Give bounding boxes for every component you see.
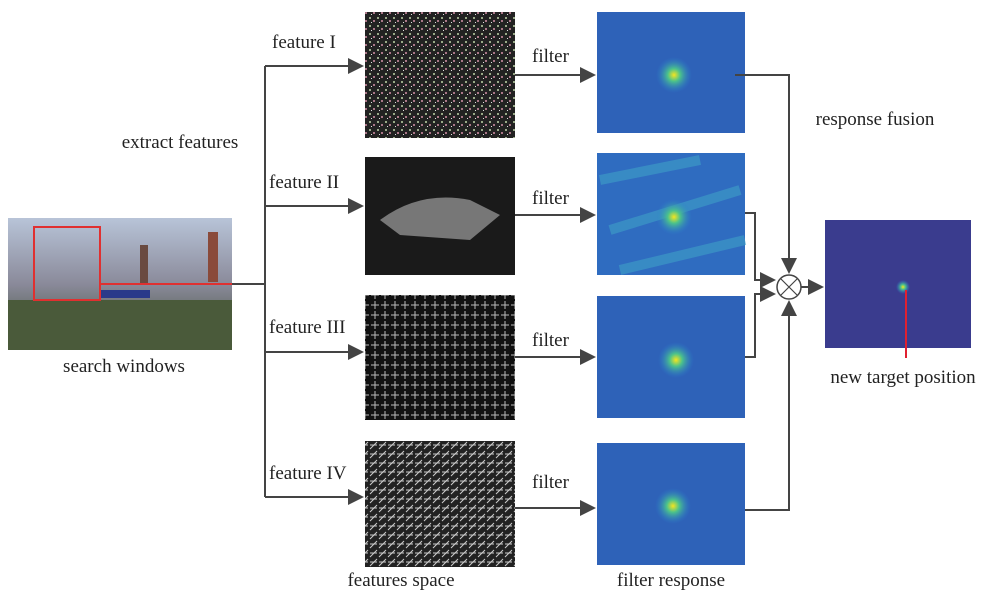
- diagram: search windows extract features: [0, 0, 994, 590]
- features-space-label: features space: [347, 570, 454, 590]
- feature-image: [365, 295, 515, 420]
- connectors: [265, 66, 906, 510]
- feature-image: [365, 12, 515, 138]
- target-label: new target position: [830, 367, 976, 388]
- filter-label: filter: [532, 472, 570, 493]
- feature-label: feature I: [272, 32, 336, 53]
- feature-label: feature IV: [269, 463, 347, 484]
- filter-label: filter: [532, 46, 570, 67]
- filter-response-label: filter response: [617, 570, 725, 590]
- search-image: [8, 218, 232, 350]
- trunk: [232, 66, 265, 497]
- fusion-label: response fusion: [816, 109, 935, 130]
- filter-label: filter: [532, 188, 570, 209]
- feature-image: [365, 441, 515, 567]
- feature-label: feature II: [269, 172, 339, 193]
- filter-label: filter: [532, 330, 570, 351]
- extract-label: extract features: [122, 132, 239, 153]
- feature-label: feature III: [269, 317, 345, 338]
- search-label: search windows: [63, 356, 185, 377]
